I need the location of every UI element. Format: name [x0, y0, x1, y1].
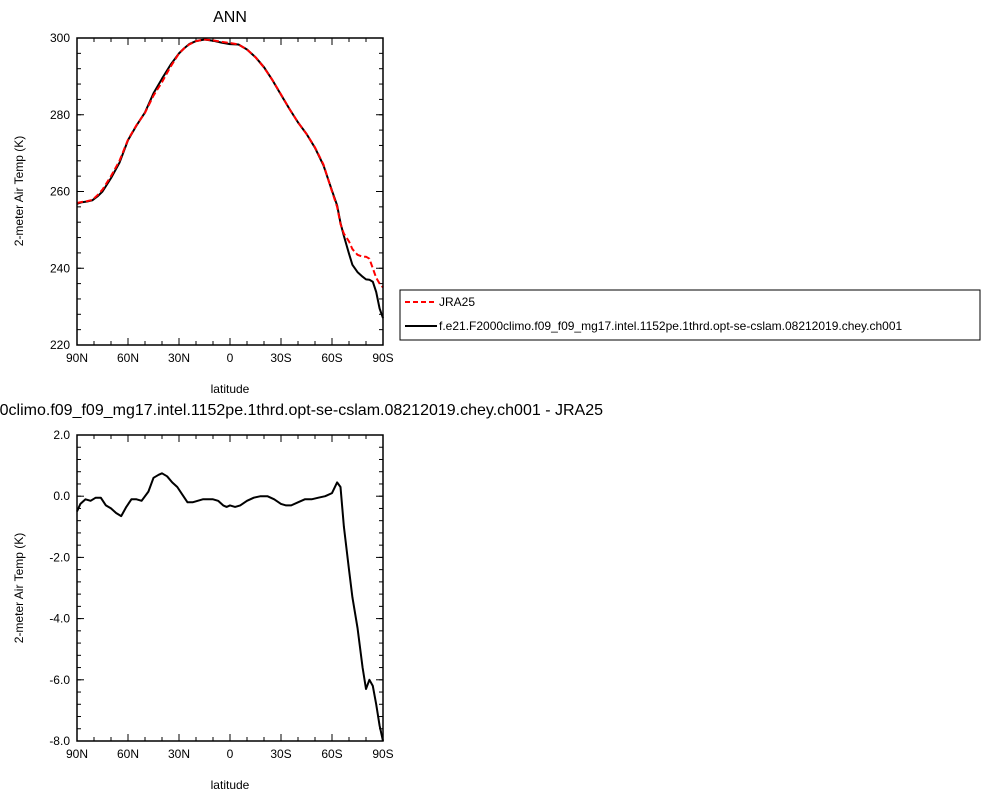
- bottom-tick-labels: 90N 60N 30N 0 30S 60S 90S -8.0 -6.0 -4.0 -2.0 0.0 2.…: [49, 428, 393, 761]
- top-x-tick-label: 60N: [117, 351, 139, 365]
- top-x-tick-label: 0: [227, 351, 234, 365]
- top-x-axis-label: latitude: [211, 382, 250, 396]
- bottom-x-tick-label: 60N: [117, 747, 139, 761]
- bottom-y-tick-label: -8.0: [49, 734, 70, 748]
- bottom-series-line-0: [76, 472, 384, 742]
- bottom-chart-title: f.e21.F2000climo.f09_f09_mg17.intel.1152…: [0, 402, 603, 419]
- legend-label-jra25: JRA25: [439, 295, 475, 309]
- legend-label-model: f.e21.F2000climo.f09_f09_mg17.intel.1152…: [439, 319, 903, 333]
- top-y-tick-label: 280: [50, 108, 70, 122]
- top-series-line-1: [76, 38, 384, 319]
- bottom-series-lines: [76, 472, 384, 742]
- top-series-line-0: [76, 38, 384, 289]
- bottom-panel: f.e21.F2000climo.f09_f09_mg17.intel.1152…: [0, 402, 603, 792]
- bottom-plot-frame: [76, 434, 384, 742]
- bottom-x-tick-label: 90S: [372, 747, 393, 761]
- bottom-x-tick-label: 60S: [321, 747, 342, 761]
- top-y-tick-label: 240: [50, 261, 70, 275]
- top-y-tick-label: 260: [50, 185, 70, 199]
- top-panel: ANN 2-meter Air Temp (K) latitude 90N 60N…: [12, 9, 394, 396]
- top-axis-ticks: [76, 37, 384, 346]
- bottom-y-tick-label: -4.0: [49, 612, 70, 626]
- bottom-x-tick-label: 30S: [270, 747, 291, 761]
- top-x-tick-label: 60S: [321, 351, 342, 365]
- top-x-tick-label: 90N: [66, 351, 88, 365]
- bottom-y-tick-label: 0.0: [53, 489, 70, 503]
- bottom-y-axis-label: 2-meter Air Temp (K): [12, 533, 26, 643]
- bottom-y-tick-label: -2.0: [49, 550, 70, 564]
- top-plot-frame: [76, 37, 384, 346]
- top-series-lines: [76, 38, 384, 319]
- bottom-y-tick-label: 2.0: [53, 428, 70, 442]
- bottom-y-tick-label: -6.0: [49, 673, 70, 687]
- bottom-x-tick-label: 30N: [168, 747, 190, 761]
- top-tick-labels: 90N 60N 30N 0 30S 60S 90S 220 240 260 280 300: [50, 31, 394, 365]
- legend: JRA25 f.e21.F2000climo.f09_f09_mg17.inte…: [399, 289, 981, 341]
- legend-box: [399, 289, 981, 341]
- top-y-axis-label: 2-meter Air Temp (K): [12, 136, 26, 246]
- bottom-axis-ticks: [76, 434, 384, 742]
- top-x-tick-label: 90S: [372, 351, 393, 365]
- top-x-tick-label: 30S: [270, 351, 291, 365]
- top-y-tick-label: 300: [50, 31, 70, 45]
- bottom-x-tick-label: 90N: [66, 747, 88, 761]
- top-chart-title: ANN: [213, 9, 247, 26]
- top-y-tick-label: 220: [50, 338, 70, 352]
- bottom-x-axis-label: latitude: [211, 778, 250, 792]
- bottom-x-tick-label: 0: [227, 747, 234, 761]
- top-x-tick-label: 30N: [168, 351, 190, 365]
